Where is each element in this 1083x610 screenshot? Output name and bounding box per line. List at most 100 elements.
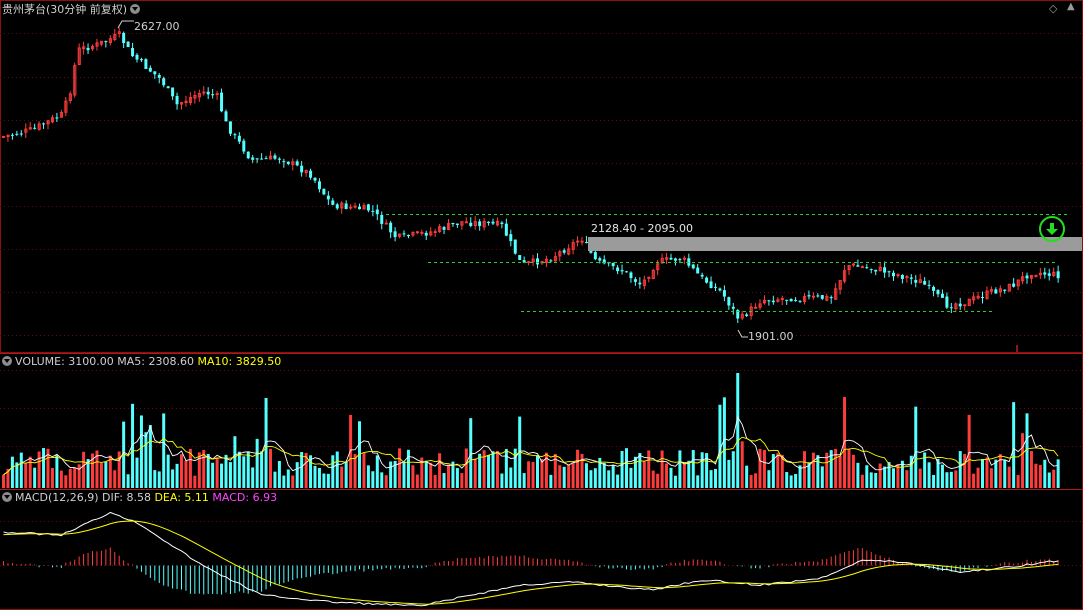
- candle-body: [193, 94, 197, 99]
- candle-body: [531, 258, 535, 263]
- volume-bar: [794, 473, 798, 488]
- chevron-down-icon[interactable]: [2, 492, 12, 502]
- candle-body: [188, 97, 193, 104]
- zoom-diamond-icon[interactable]: ◇: [1049, 2, 1058, 15]
- candle-body: [411, 231, 415, 236]
- candle-body: [322, 188, 326, 195]
- candle-body: [918, 279, 922, 284]
- volume-bar: [549, 474, 553, 488]
- volume-bar: [963, 453, 967, 488]
- triangle-up-icon[interactable]: ▲: [1067, 1, 1075, 12]
- volume-bar: [24, 463, 28, 488]
- candle-body: [148, 67, 152, 72]
- volume-bar: [714, 468, 717, 488]
- candle-body: [763, 299, 767, 304]
- volume-bar: [843, 397, 847, 488]
- candle-body: [905, 276, 909, 278]
- volume-bar: [495, 450, 499, 488]
- candle-body: [758, 303, 762, 308]
- candle-body: [1029, 274, 1034, 279]
- candle-body: [496, 220, 500, 226]
- candle-body: [224, 111, 228, 122]
- volume-bar: [331, 455, 335, 488]
- candle-body: [384, 222, 388, 225]
- volume-bar: [985, 457, 989, 488]
- volume-bar: [64, 475, 68, 488]
- volume-bar: [206, 453, 210, 488]
- volume-bar: [175, 463, 179, 488]
- candle-body: [949, 307, 953, 309]
- volume-bar: [709, 470, 713, 488]
- candle-body: [487, 221, 491, 223]
- candle-body: [1025, 275, 1029, 279]
- candle-body: [789, 298, 793, 302]
- volume-bar: [816, 455, 820, 488]
- volume-bar: [322, 473, 326, 488]
- candle-body: [1043, 272, 1047, 275]
- volume-bar: [789, 475, 793, 488]
- volume-bar: [825, 452, 829, 488]
- volume-bar: [593, 468, 597, 488]
- volume-bar: [433, 474, 437, 488]
- candle-body: [451, 222, 455, 225]
- candle-body: [611, 262, 615, 267]
- volume-bar: [829, 450, 833, 488]
- candle-body: [331, 200, 335, 205]
- candle-body: [549, 260, 553, 262]
- volume-bar: [954, 470, 958, 488]
- volume-bar: [59, 470, 63, 488]
- candle-body: [616, 267, 620, 272]
- volume-bar: [803, 451, 806, 488]
- candle-body: [260, 158, 264, 160]
- low-price-label: 1901.00: [748, 330, 794, 343]
- candle-body: [1034, 274, 1038, 277]
- chevron-down-icon[interactable]: [130, 4, 141, 14]
- volume-bar: [869, 472, 873, 488]
- candle-body: [117, 31, 121, 34]
- volume-bar: [607, 470, 611, 488]
- candle-body: [580, 240, 584, 243]
- candle-body: [914, 279, 918, 283]
- candle-body: [304, 169, 308, 174]
- volume-bar: [228, 462, 232, 488]
- candle-body: [362, 205, 366, 210]
- volume-bar: [949, 471, 953, 488]
- candle-body: [558, 251, 562, 257]
- volume-bar: [705, 453, 709, 488]
- volume-bar: [513, 448, 517, 488]
- volume-bar: [99, 462, 103, 488]
- volume-bar: [909, 455, 913, 488]
- candle-body: [936, 290, 940, 295]
- volume-bar: [1052, 469, 1056, 488]
- candle-body: [335, 204, 339, 209]
- volume-value: 3100.00: [68, 355, 114, 368]
- volume-bar: [393, 460, 397, 488]
- candle-body: [482, 220, 486, 228]
- candle-body: [197, 93, 201, 98]
- candle-body: [255, 158, 259, 160]
- chevron-down-icon[interactable]: [2, 356, 12, 366]
- volume-bar: [353, 454, 357, 488]
- volume-bar: [682, 462, 686, 488]
- down-arrow-circle-icon[interactable]: [1039, 216, 1065, 242]
- volume-bar: [398, 448, 402, 488]
- candle-body: [771, 300, 775, 303]
- candle-body: [807, 295, 811, 297]
- volume-bar: [558, 465, 562, 488]
- volume-label: VOLUME:: [15, 355, 65, 368]
- volume-bar: [892, 468, 895, 488]
- volume-bar: [1012, 402, 1016, 488]
- volume-bar: [1038, 465, 1042, 488]
- volume-bar: [722, 397, 726, 488]
- candle-body: [1056, 271, 1060, 279]
- volume-bar: [576, 449, 580, 488]
- candle-body: [705, 277, 709, 283]
- candle-body: [1016, 279, 1020, 287]
- candle-body: [909, 277, 913, 279]
- candle-body: [393, 231, 397, 238]
- candle-body: [139, 59, 143, 61]
- volume-bar: [260, 451, 264, 488]
- volume-bar: [482, 450, 486, 488]
